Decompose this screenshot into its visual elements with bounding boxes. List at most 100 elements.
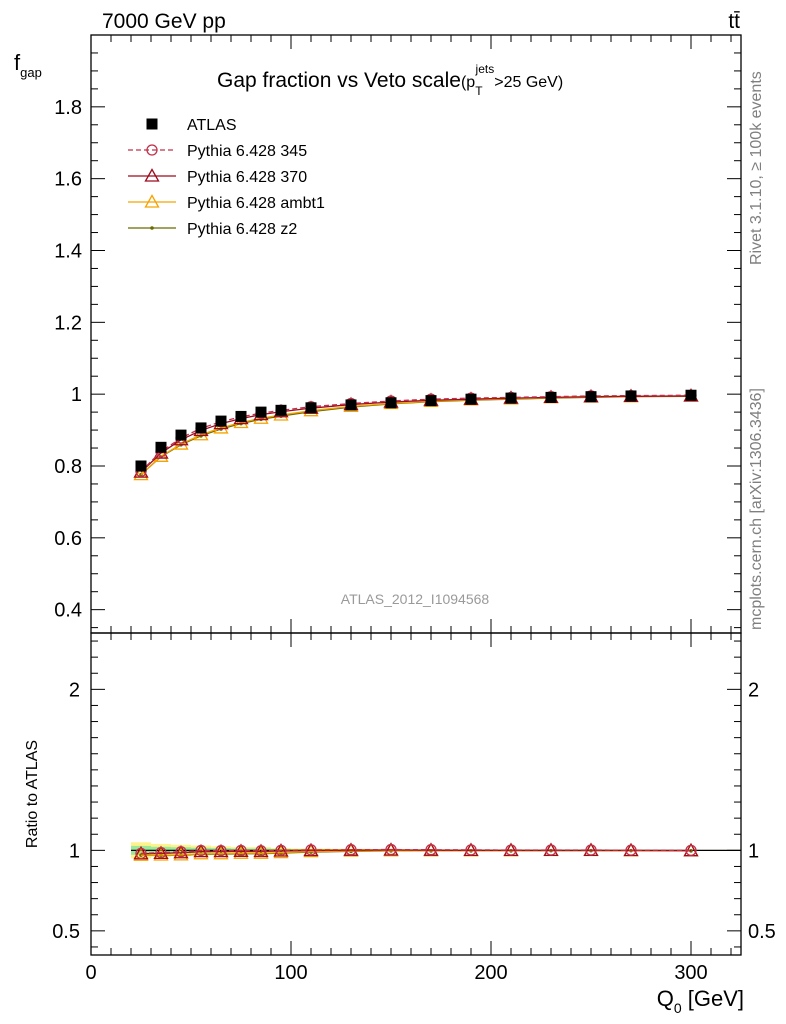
data-point: [585, 391, 597, 403]
main-y-tick-label: 0.8: [54, 456, 82, 478]
chart-title: Gap fraction vs Veto scale(pTjets>25 GeV…: [217, 62, 563, 98]
legend-label: Pythia 6.428 z2: [187, 221, 297, 238]
data-point: [175, 429, 187, 441]
legend-entry: ATLAS: [146, 117, 237, 134]
ratio-point: [545, 844, 557, 856]
main-y-axis-label-main: f: [14, 50, 21, 75]
x-tick-label: 300: [674, 962, 707, 984]
ratio-point: [425, 844, 437, 856]
legend-label: Pythia 6.428 370: [187, 169, 307, 186]
x-tick-label: 0: [85, 962, 96, 984]
ratio-point: [585, 844, 597, 856]
energy-label: 7000 GeV pp: [102, 10, 226, 33]
main-plot-series: [133, 388, 699, 481]
process-label: tt̄: [728, 10, 740, 33]
ratio-plot-frame: [90, 632, 742, 956]
legend-marker: [146, 118, 158, 130]
ratio-y-tick-label-right: 0.5: [748, 921, 776, 943]
x-axis-label: Q0 [GeV]: [657, 986, 744, 1016]
main-y-axis-label: fgap: [14, 50, 42, 80]
rivet-label: Rivet 3.1.10, ≥ 100k events: [748, 71, 765, 265]
ratio-point: [275, 844, 287, 856]
data-point: [133, 466, 149, 481]
main-y-tick-label: 1: [71, 384, 82, 406]
legend-marker: [150, 226, 154, 230]
data-point: [275, 404, 287, 416]
main-y-tick-label: 1.8: [54, 97, 82, 119]
main-y-tick-label: 0.6: [54, 528, 82, 550]
ratio-point: [233, 845, 249, 859]
ratio-point: [273, 844, 289, 859]
legend-entry: Pythia 6.428 ambt1: [128, 194, 325, 212]
ratio-point: [155, 846, 167, 859]
ratio-y-tick-label-right: 2: [748, 679, 759, 701]
ratio-y-tick-label-left: 2: [69, 679, 80, 701]
ratio-point: [465, 844, 477, 856]
ratio-line: [140, 848, 692, 855]
ratio-point: [505, 844, 517, 856]
data-point: [465, 393, 477, 405]
x-axis-label-sub: 0: [674, 1000, 682, 1016]
data-point: [235, 410, 247, 422]
ratio-point: [135, 847, 147, 860]
main-y-axis-label-sub: gap: [20, 65, 42, 80]
data-point: [685, 389, 697, 401]
x-axis-label-main: Q: [657, 986, 674, 1011]
data-point: [425, 395, 437, 407]
series-pythia-6-428-z2: [139, 394, 693, 477]
ratio-point: [345, 844, 357, 856]
title-suffix-sup: jets: [475, 62, 495, 76]
data-point: [255, 406, 267, 418]
legend-label: ATLAS: [187, 117, 237, 134]
data-point: [385, 397, 397, 409]
ratio-series-pythia-6-428-345: [135, 843, 697, 860]
main-y-tick-label: 1.6: [54, 169, 82, 191]
series-line: [140, 394, 692, 472]
ratio-plot-series: [133, 842, 699, 861]
series-line: [140, 395, 692, 476]
data-point: [305, 402, 317, 414]
legend-marker: [144, 168, 160, 182]
title-suffix-close: >25 GeV): [494, 74, 563, 91]
series-atlas: [135, 389, 697, 472]
ratio-point: [253, 845, 269, 859]
x-axis-label-unit: [GeV]: [682, 986, 744, 1011]
legend: ATLAS Pythia 6.428 345 Pythia 6.428 370 Pyt…: [128, 117, 325, 238]
legend-marker: [144, 194, 160, 208]
ratio-point: [153, 847, 169, 861]
title-suffix-open: (p: [461, 74, 475, 91]
title-suffix-sub: T: [475, 84, 483, 98]
data-point: [215, 415, 227, 427]
main-y-tick-label: 1.2: [54, 312, 82, 334]
series-line: [140, 395, 692, 473]
data-point: [135, 460, 147, 472]
ratio-point: [685, 844, 697, 856]
legend-marker: [146, 144, 158, 156]
data-point: [173, 436, 189, 450]
data-point: [193, 426, 209, 441]
ratio-point: [305, 844, 317, 856]
ratio-y-axis-label: Ratio to ATLAS: [24, 740, 41, 848]
legend-label: Pythia 6.428 345: [187, 143, 307, 160]
ratio-point: [235, 844, 247, 857]
ratio-point: [175, 846, 187, 858]
x-tick-label: 100: [274, 962, 307, 984]
ratio-y-tick-label-left: 0.5: [52, 921, 80, 943]
data-point: [505, 392, 517, 404]
main-y-tick-label: 1.4: [54, 240, 82, 262]
mcplots-label: mcplots.cern.ch [arXiv:1306.3436]: [748, 388, 765, 630]
x-tick-label: 200: [474, 962, 507, 984]
data-point: [625, 390, 637, 402]
data-point: [213, 420, 229, 434]
ratio-y-tick-label-left: 1: [69, 840, 80, 862]
main-y-tick-label: 0.4: [54, 600, 82, 622]
ratio-point: [625, 844, 637, 856]
ratio-point: [193, 845, 209, 860]
legend-entry: Pythia 6.428 370: [128, 168, 307, 186]
legend-entry: Pythia 6.428 z2: [128, 221, 297, 238]
ratio-point: [385, 843, 397, 856]
legend-entry: Pythia 6.428 345: [128, 143, 307, 160]
ratio-y-tick-label-right: 1: [748, 840, 759, 862]
ratio-point: [213, 845, 229, 860]
